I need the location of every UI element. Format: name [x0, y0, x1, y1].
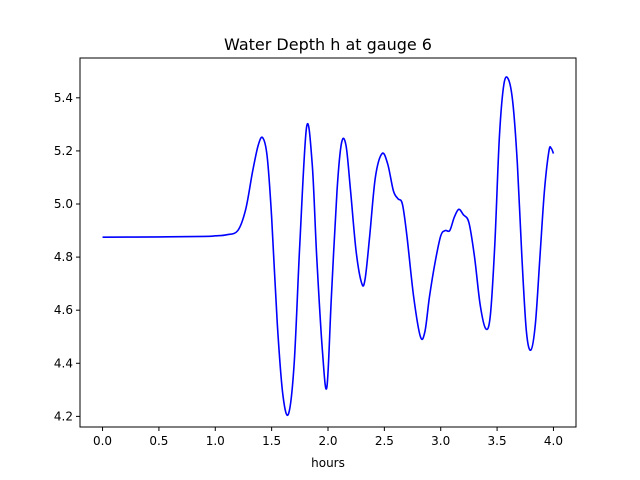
- x-tick-label: 1.5: [262, 434, 281, 448]
- x-tick-label: 2.0: [318, 434, 337, 448]
- y-tick-label: 4.4: [54, 356, 73, 370]
- x-axis: 0.0 0.5 1.0 1.5 2.0 2.5 3.0 3.5 4.0: [93, 427, 563, 448]
- y-tick-label: 4.8: [54, 250, 73, 264]
- x-tick-label: 1.0: [206, 434, 225, 448]
- chart-title: Water Depth h at gauge 6: [224, 35, 432, 54]
- y-tick-label: 5.4: [54, 91, 73, 105]
- y-axis: 4.2 4.4 4.6 4.8 5.0 5.2 5.4: [54, 91, 80, 423]
- y-tick-label: 4.6: [54, 303, 73, 317]
- x-axis-label: hours: [311, 456, 345, 470]
- x-tick-label: 0.5: [149, 434, 168, 448]
- plot-line-layer: [102, 76, 555, 416]
- x-tick-label: 3.5: [488, 434, 507, 448]
- y-tick-label: 5.2: [54, 144, 73, 158]
- y-tick-label: 5.0: [54, 197, 73, 211]
- x-tick-label: 3.0: [431, 434, 450, 448]
- x-tick-label: 0.0: [93, 434, 112, 448]
- x-tick-label: 4.0: [544, 434, 563, 448]
- series-line: [102, 76, 555, 416]
- y-tick-label: 4.2: [54, 409, 73, 423]
- x-tick-label: 2.5: [375, 434, 394, 448]
